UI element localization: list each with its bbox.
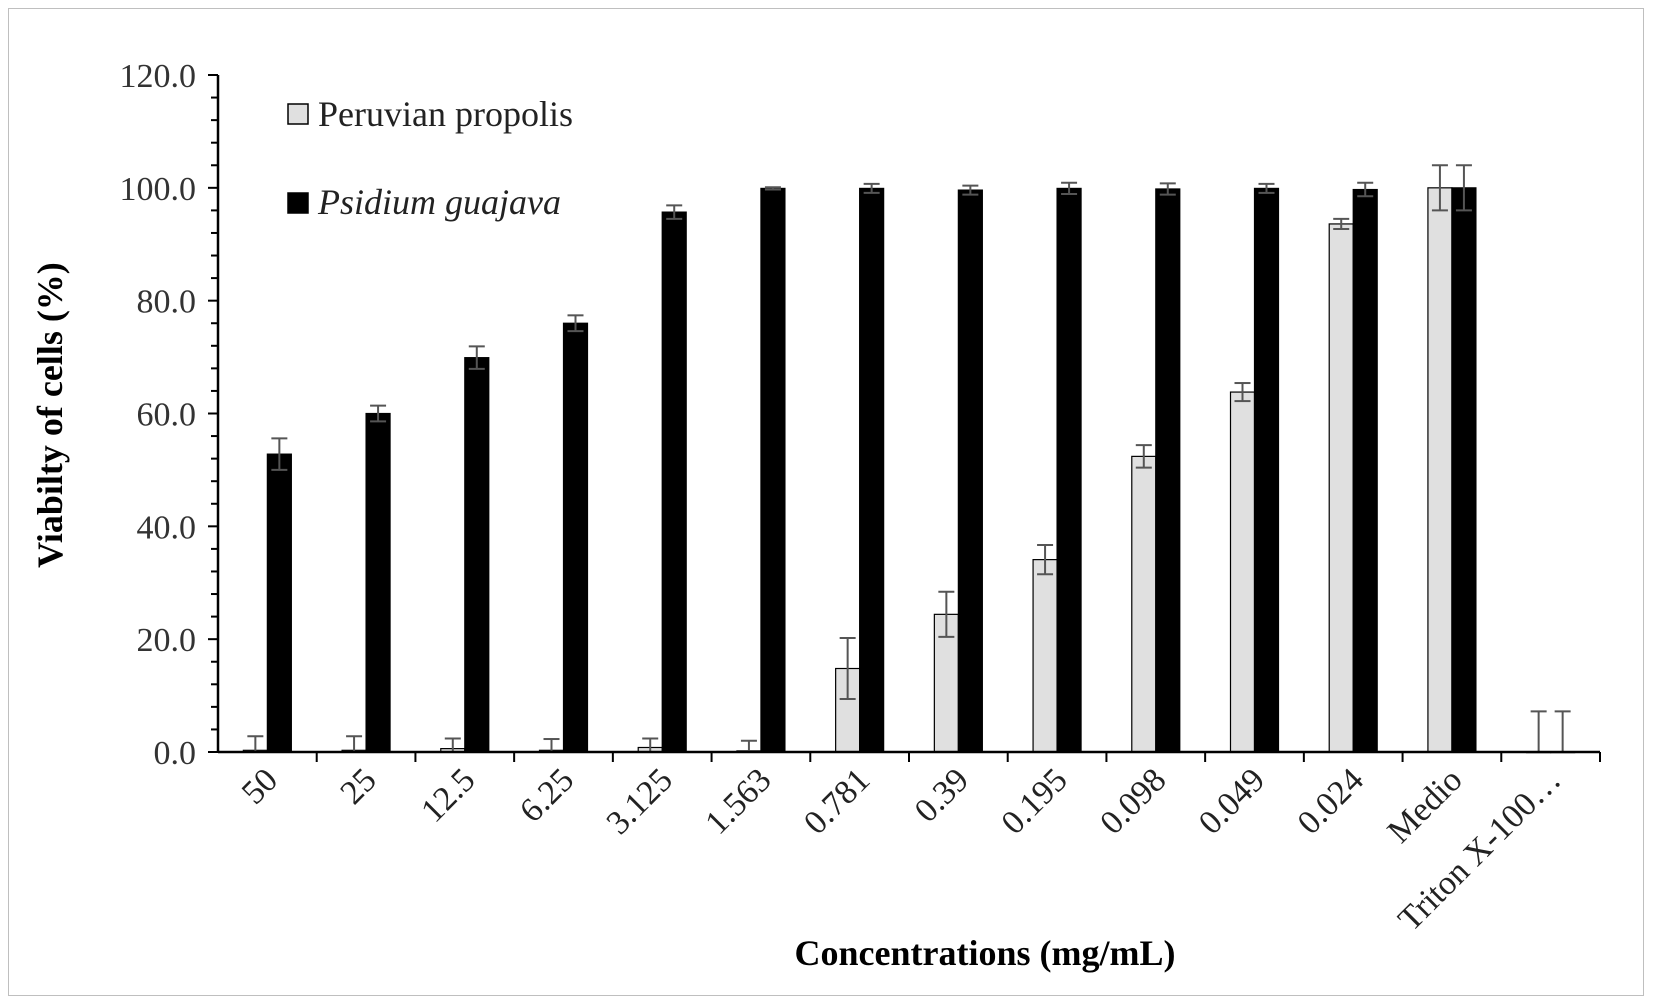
legend-label-peruvian-propolis: Peruvian propolis — [318, 94, 573, 134]
legend: Peruvian propolis Psidium guajava — [287, 94, 573, 222]
bar-psidium-guajava — [562, 322, 589, 753]
x-category-label: 0.049 — [1192, 761, 1272, 841]
x-category-label: 1.563 — [698, 761, 778, 841]
y-tick-label: 40.0 — [137, 509, 197, 546]
bar-psidium-guajava — [1451, 187, 1477, 753]
bar-peruvian-propolis — [1328, 223, 1354, 753]
x-category-label: Medio — [1381, 761, 1470, 850]
legend-swatch-peruvian-propolis — [287, 103, 309, 125]
bar-psidium-guajava — [1155, 188, 1181, 753]
x-category-label: 0.39 — [908, 761, 976, 829]
bar-psidium-guajava — [266, 453, 292, 753]
bar-psidium-guajava — [859, 187, 885, 753]
x-category-label: 0.195 — [994, 761, 1074, 841]
bar-psidium-guajava — [1253, 187, 1280, 753]
y-axis-title: Viabilty of cells (%) — [30, 262, 70, 568]
bar-peruvian-propolis — [1229, 391, 1256, 753]
bar-peruvian-propolis — [1032, 559, 1058, 753]
y-tick-label: 120.0 — [120, 58, 197, 95]
bar-peruvian-propolis — [1427, 187, 1453, 753]
bar-psidium-guajava — [464, 357, 490, 753]
y-tick-label: 100.0 — [120, 171, 197, 208]
y-tick-label: 20.0 — [137, 622, 197, 659]
bar-psidium-guajava — [957, 189, 983, 753]
y-axis-ticks: 0.0 20.0 40.0 60.0 80.0 100.0 120.0 — [120, 58, 218, 772]
x-category-label: 12.5 — [414, 761, 482, 829]
x-category-label: 0.098 — [1093, 761, 1173, 841]
x-category-label: 0.024 — [1291, 761, 1371, 841]
bar-psidium-guajava — [1056, 187, 1082, 753]
x-category-label: 50 — [235, 761, 285, 811]
legend-swatch-psidium-guajava — [287, 192, 309, 214]
y-tick-label: 60.0 — [137, 397, 197, 434]
bar-psidium-guajava — [365, 412, 391, 753]
legend-label-psidium-guajava: Psidium guajava — [317, 182, 561, 222]
bars — [242, 164, 1576, 754]
x-axis-title: Concentrations (mg/mL) — [795, 933, 1176, 973]
x-category-label: 3.125 — [600, 761, 680, 841]
y-tick-label: 0.0 — [154, 735, 197, 772]
x-category-label: 0.781 — [797, 761, 877, 841]
bar-psidium-guajava — [661, 211, 687, 753]
x-category-label: 25 — [334, 761, 384, 811]
x-axis-category-labels: 50 25 12.5 6.25 3.125 1.563 0.781 0.39 0.195 0.09… — [235, 752, 1601, 938]
bar-peruvian-propolis — [1131, 455, 1157, 753]
y-tick-label: 80.0 — [137, 284, 197, 321]
x-category-label: 6.25 — [513, 761, 581, 829]
bar-psidium-guajava — [760, 187, 786, 753]
bar-psidium-guajava — [1352, 188, 1378, 753]
